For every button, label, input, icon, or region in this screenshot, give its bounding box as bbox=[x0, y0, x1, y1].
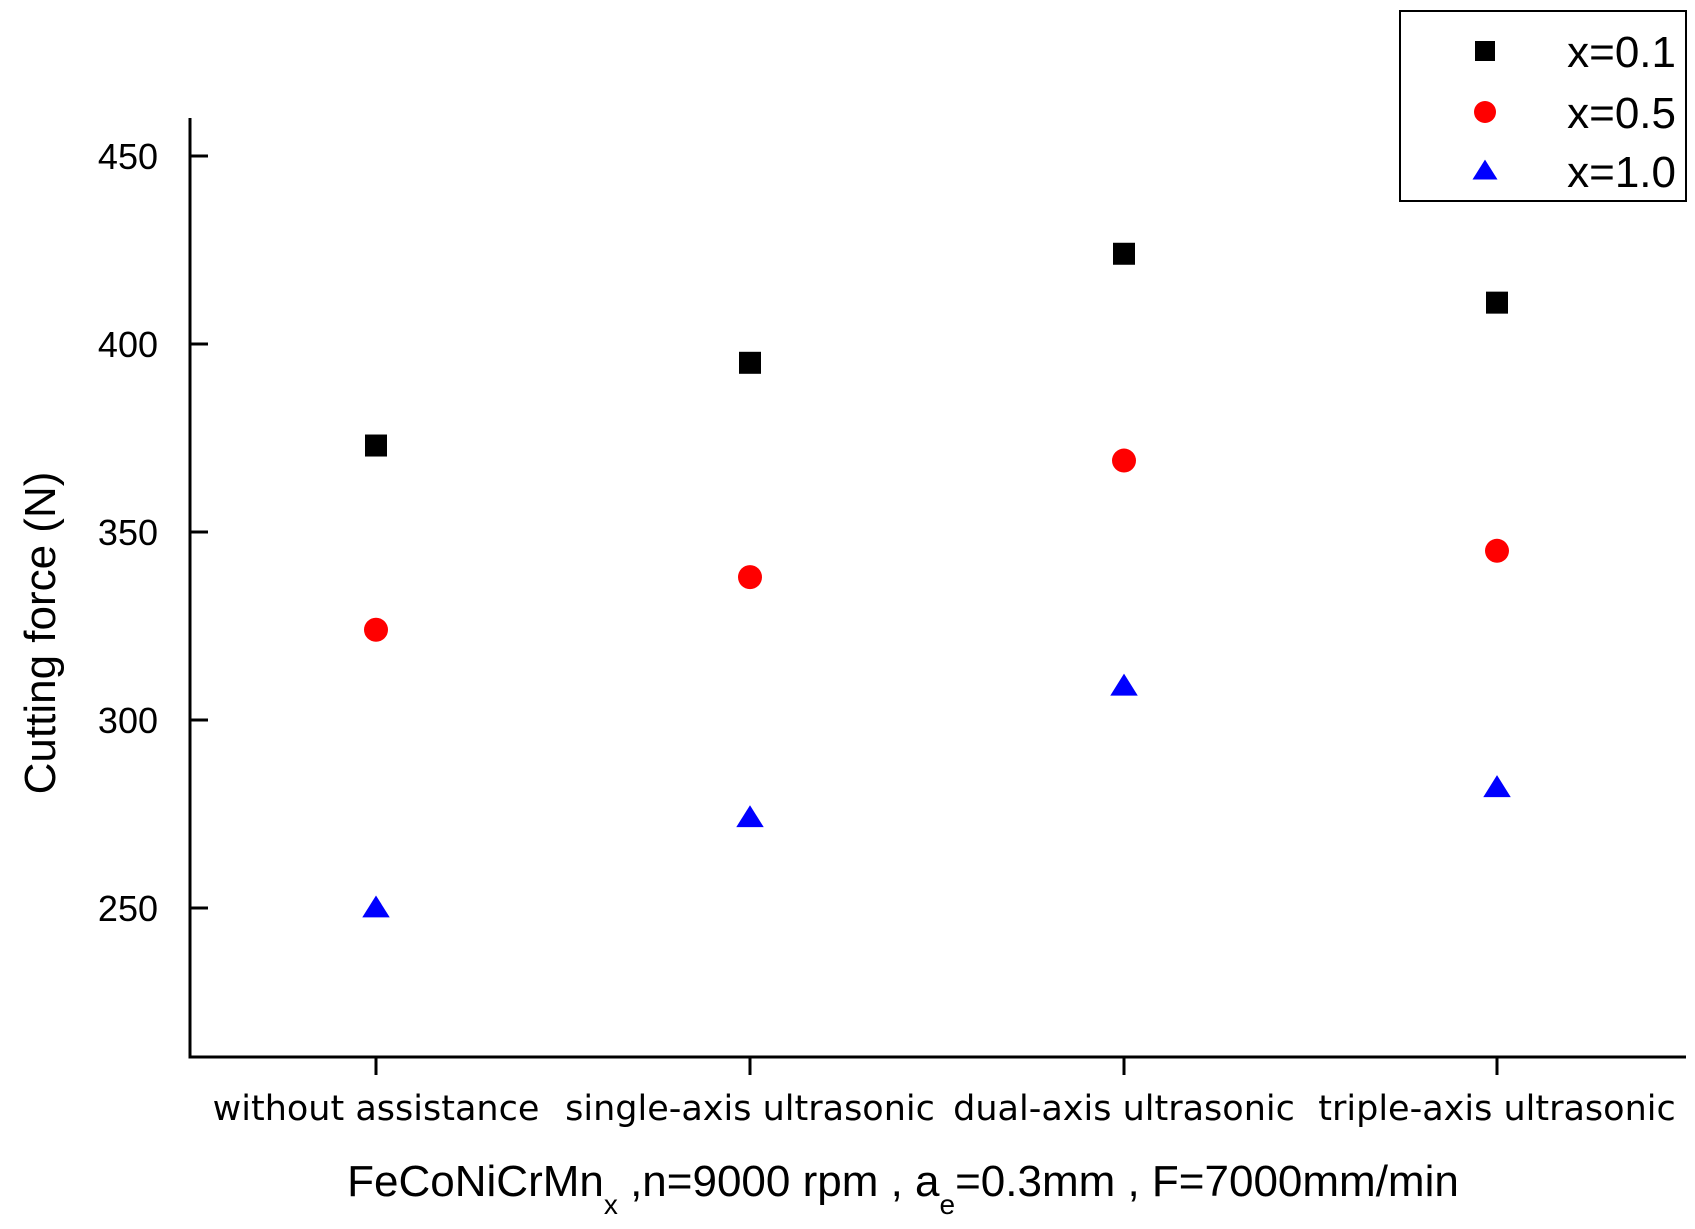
legend: x=0.1 x=0.5 x=1.0 bbox=[1399, 10, 1687, 202]
x-axis-title: FeCoNiCrMnx ,n=9000 rpm , ae=0.3mm , F=7… bbox=[347, 1157, 1459, 1220]
data-point-triangle bbox=[362, 895, 390, 918]
x-tick-label: dual-axis ultrasonic bbox=[953, 1089, 1295, 1129]
y-tick-label: 250 bbox=[98, 888, 158, 929]
data-point-circle bbox=[1485, 538, 1509, 563]
data-point-circle bbox=[738, 565, 762, 590]
x-tick-label: triple-axis ultrasonic bbox=[1318, 1089, 1675, 1129]
data-point-triangle bbox=[1483, 775, 1511, 798]
legend-label: x=0.5 bbox=[1567, 89, 1676, 138]
legend-box bbox=[1399, 10, 1687, 202]
legend-marker-triangle bbox=[1472, 159, 1498, 180]
y-tick-label: 350 bbox=[98, 512, 158, 553]
data-point-square bbox=[739, 351, 761, 374]
data-point-square bbox=[1113, 242, 1135, 265]
data-points bbox=[362, 242, 1511, 918]
y-axis-ticks: 250 300 350 400 450 bbox=[98, 136, 208, 929]
x-axis-ticks: without assistance single-axis ultrasonic… bbox=[213, 1057, 1676, 1129]
x-tick-label: single-axis ultrasonic bbox=[565, 1089, 935, 1129]
data-point-triangle bbox=[736, 805, 764, 828]
legend-label: x=0.1 bbox=[1567, 28, 1676, 77]
data-point-circle bbox=[1112, 448, 1136, 473]
y-tick-label: 450 bbox=[98, 136, 158, 177]
y-tick-label: 300 bbox=[98, 700, 158, 741]
legend-marker-square bbox=[1475, 41, 1495, 61]
x-tick-label: without assistance bbox=[213, 1089, 540, 1129]
data-point-square bbox=[1486, 291, 1508, 314]
legend-marker-circle bbox=[1474, 101, 1496, 123]
data-point-square bbox=[365, 434, 387, 457]
axes bbox=[188, 118, 1686, 1059]
data-point-circle bbox=[364, 617, 388, 642]
y-tick-label: 400 bbox=[98, 324, 158, 365]
y-axis-title: Cutting force (N) bbox=[16, 472, 65, 795]
legend-label: x=1.0 bbox=[1567, 148, 1676, 197]
data-point-triangle bbox=[1110, 673, 1138, 696]
